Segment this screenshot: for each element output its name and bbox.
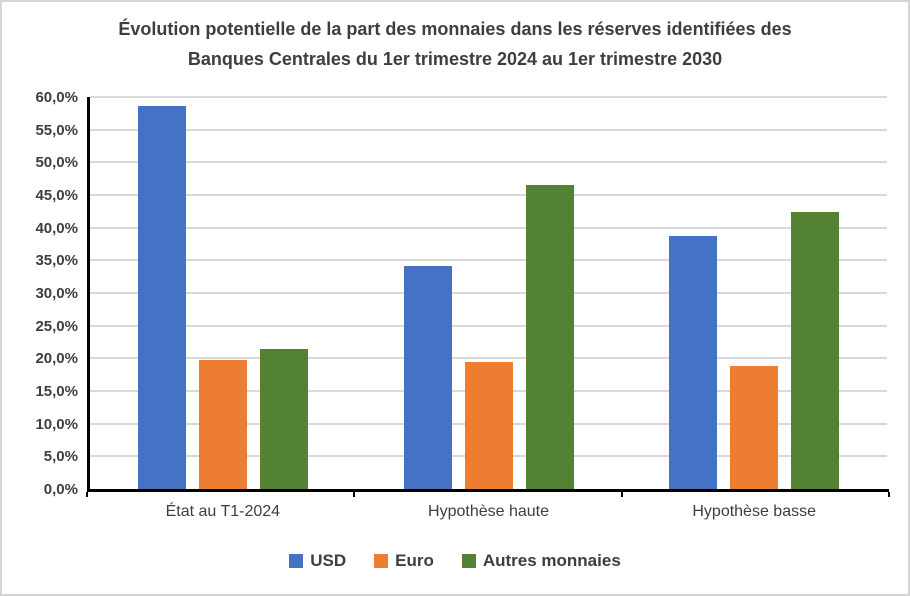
bar-group--tat-au-t1-2024 (90, 97, 356, 489)
y-axis-tick-label: 0,0% (43, 481, 78, 498)
gridline-55,0% (90, 128, 887, 131)
bar-groups (90, 97, 887, 489)
y-axis-tick-label: 5,0% (43, 448, 78, 466)
bar-autres-monnaies--tat-au-t1-2024 (259, 348, 308, 489)
bar-usd-hypoth-se-haute (403, 266, 452, 489)
bar-euro-hypoth-se-basse (730, 366, 779, 489)
gridline-20,0% (90, 357, 887, 360)
legend-swatch-autres-monnaies (461, 554, 476, 568)
x-axis-category-label: Hypothèse haute (428, 503, 549, 520)
legend-label-euro: Euro (395, 551, 434, 570)
y-axis-tick-label: 60,0% (35, 89, 78, 106)
gridline-30,0% (90, 292, 887, 294)
legend-swatch-euro (374, 554, 389, 568)
legend-label-usd: USD (310, 551, 347, 570)
x-axis-boundary-tick (620, 492, 623, 497)
gridline-40,0% (90, 226, 887, 229)
gridline-35,0% (90, 259, 887, 262)
bar-usd-hypoth-se-basse (669, 235, 718, 489)
x-axis-category-label: Hypothèse basse (692, 503, 816, 520)
x-axis-category-labels: État au T1-2024 Hypothèse haute Hypothèse … (90, 503, 887, 521)
y-axis-tick-label: 10,0% (35, 415, 78, 433)
legend: USD Euro Autres monnaies (2, 551, 908, 571)
legend-item-autres-monnaies: Autres monnaies (461, 551, 621, 571)
bar-group-hypoth-se-haute (356, 97, 622, 489)
x-axis-boundary-tick (888, 492, 890, 497)
y-axis-tick-label: 35,0% (35, 252, 78, 270)
y-axis-tick-label: 40,0% (35, 219, 78, 237)
y-axis-tick-label: 20,0% (35, 350, 78, 368)
y-axis-line (87, 97, 90, 492)
bar-euro-hypoth-se-haute (464, 362, 513, 489)
x-axis-ticks (86, 492, 890, 498)
bar-group-hypoth-se-basse (621, 97, 887, 489)
x-axis-line (87, 489, 889, 492)
gridline-25,0% (90, 324, 887, 327)
x-axis-boundary-tick (86, 492, 88, 497)
chart-title: Évolution potentielle de la part des mon… (2, 14, 908, 74)
chart-title-line-2: Banques Centrales du 1er trimestre 2024 … (187, 49, 723, 69)
legend-item-euro: Euro (374, 551, 434, 571)
x-axis-boundary-tick (353, 492, 356, 497)
gridline-60,0% (90, 96, 887, 98)
legend-label-autres-monnaies: Autres monnaies (482, 551, 621, 570)
gridline-45,0% (90, 194, 887, 196)
bar-autres-monnaies-hypoth-se-basse (791, 212, 840, 489)
x-axis-category-label: État au T1-2024 (165, 503, 281, 520)
y-axis-tick-label: 50,0% (35, 154, 78, 172)
y-axis-tick-label: 55,0% (35, 121, 78, 139)
bar-usd--tat-au-t1-2024 (137, 105, 186, 489)
y-axis-tick-label: 15,0% (35, 383, 78, 400)
plot-area (90, 96, 887, 489)
y-axis-tick-label: 30,0% (35, 285, 78, 302)
legend-item-usd: USD (289, 551, 346, 571)
y-axis-tick-label: 25,0% (35, 317, 78, 335)
gridline-50,0% (90, 161, 887, 164)
chart-title-line-1: Évolution potentielle de la part des mon… (118, 19, 792, 39)
bar-euro--tat-au-t1-2024 (198, 360, 247, 489)
bar-autres-monnaies-hypoth-se-haute (525, 184, 574, 489)
legend-swatch-usd (289, 554, 304, 568)
y-axis-tick-label: 45,0% (35, 187, 78, 204)
y-axis-labels: 0,0% 5,0% 10,0% 15,0% 20,0% 25,0% 30,0% 35,0% 40… (2, 89, 78, 498)
